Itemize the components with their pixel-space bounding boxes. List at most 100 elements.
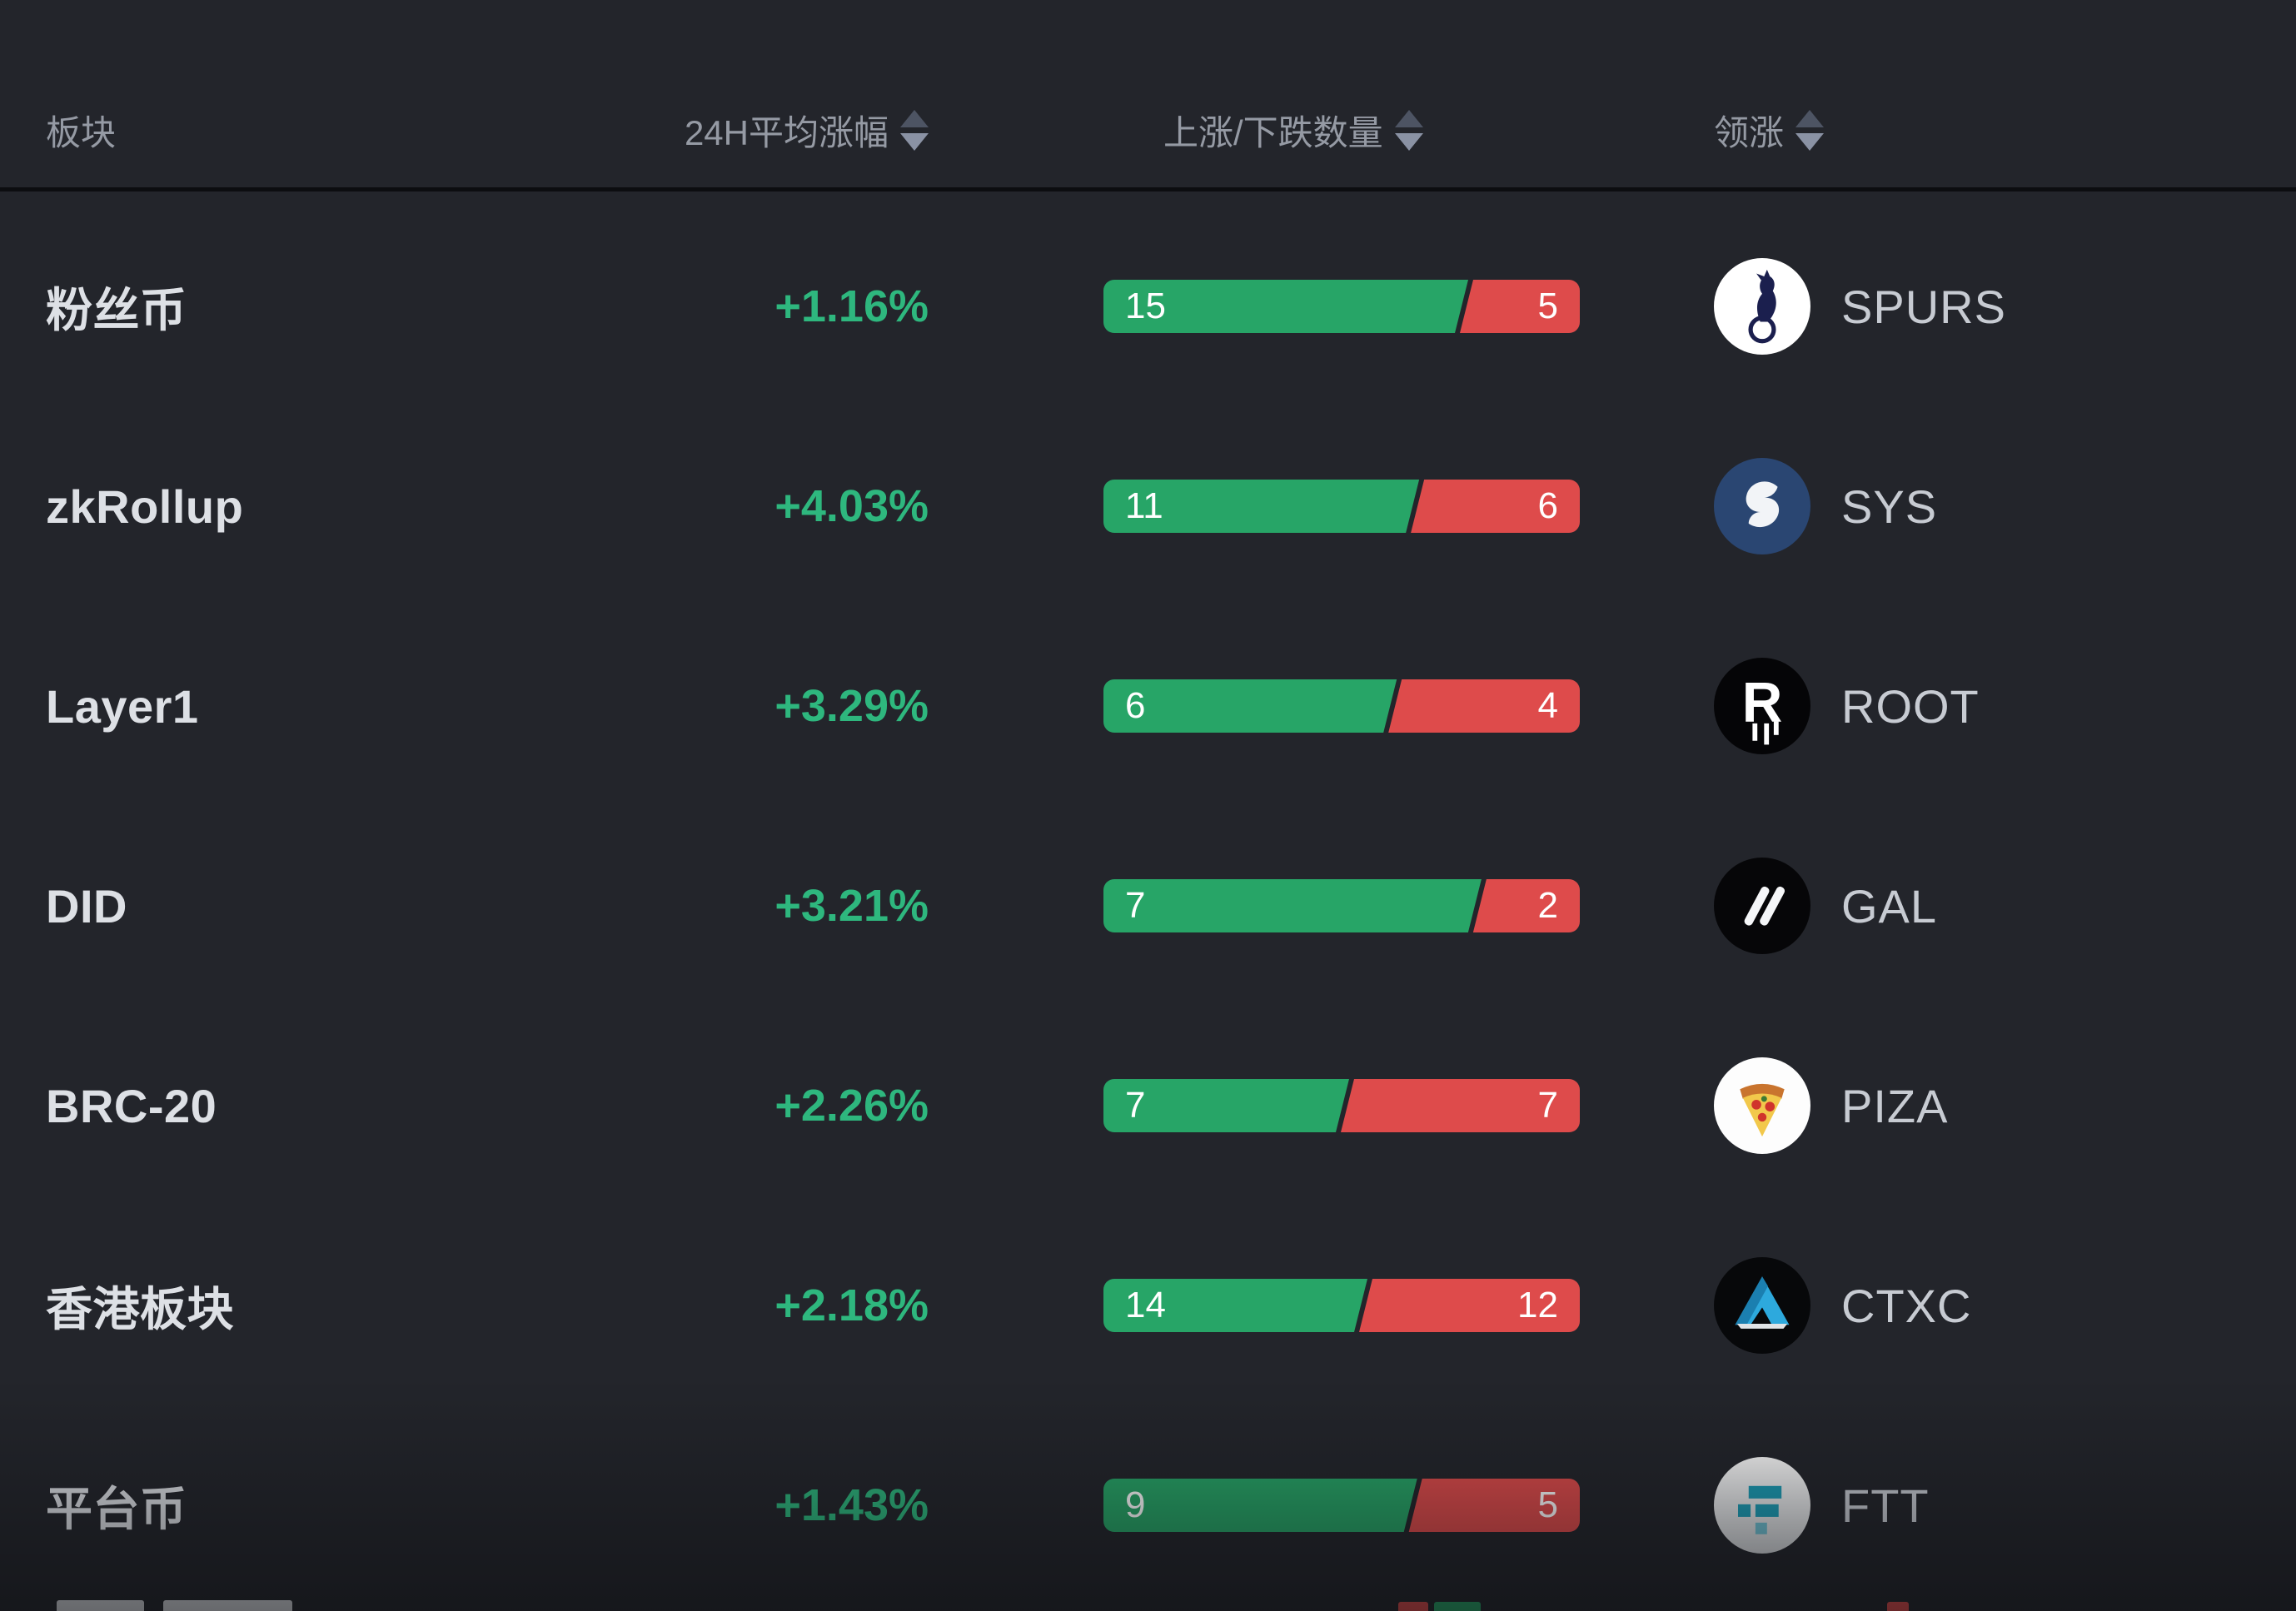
down-bar-segment xyxy=(1341,1079,1580,1132)
sort-arrows-icon xyxy=(900,110,929,151)
table-row-did[interactable]: DID +3.21% 7 2 GAL xyxy=(0,806,2296,1006)
clipped-text-fragment xyxy=(163,1600,292,1611)
up-down-ratio-bar: 7 2 xyxy=(1103,879,1580,932)
cortex-triangle-logo-icon xyxy=(1714,1257,1810,1354)
root-r-logo-icon: R xyxy=(1714,658,1810,754)
column-header-updown-count: 上涨/下跌数量 xyxy=(1103,105,1580,187)
down-count: 5 xyxy=(1537,1484,1558,1525)
down-bar-segment xyxy=(1411,480,1580,533)
up-count: 14 xyxy=(1125,1285,1166,1325)
sort-arrows-icon xyxy=(1394,110,1423,151)
column-header-sector: 板块 xyxy=(46,113,117,152)
down-count: 12 xyxy=(1517,1285,1558,1325)
change-24h-value: +2.26% xyxy=(774,1081,929,1131)
up-bar-segment xyxy=(1103,679,1397,733)
down-bar-segment xyxy=(1359,1279,1580,1332)
change-24h-value: +1.43% xyxy=(774,1480,929,1530)
down-count: 2 xyxy=(1537,885,1558,926)
leader-symbol: SPURS xyxy=(1841,280,2006,333)
sector-name: Layer1 xyxy=(46,679,199,733)
up-bar-segment xyxy=(1103,1079,1349,1132)
leader-symbol: GAL xyxy=(1841,879,1938,932)
column-header-leader-label: 领涨 xyxy=(1714,113,1785,152)
up-down-ratio-bar: 11 6 xyxy=(1103,480,1580,533)
up-count: 9 xyxy=(1125,1484,1146,1525)
up-down-ratio-bar: 6 4 xyxy=(1103,679,1580,733)
sector-name: 香港板块 xyxy=(46,1282,234,1335)
ftx-logo-icon xyxy=(1714,1457,1810,1554)
change-24h-value: +2.18% xyxy=(774,1280,929,1330)
table-body: 粉丝币 +1.16% 15 5 SPURS zkRollup +4. xyxy=(0,206,2296,1605)
column-header-leader: 领涨 xyxy=(1714,105,1825,187)
sort-arrows-icon xyxy=(1795,110,1825,151)
sector-name: 平台币 xyxy=(46,1482,187,1535)
table-header-row: 板块 24H平均涨幅 上涨/下跌数量 领涨 xyxy=(0,0,2296,187)
pizza-slice-logo-icon xyxy=(1714,1057,1810,1154)
clipped-value-fragment xyxy=(1887,1602,1909,1611)
down-bar-segment xyxy=(1460,280,1580,333)
table-row-layer1[interactable]: Layer1 +3.29% 6 4 R ROOT xyxy=(0,606,2296,806)
sort-button-updown-count[interactable]: 上涨/下跌数量 xyxy=(1163,105,1423,156)
leader-cell: GAL xyxy=(1714,858,1937,954)
header-divider xyxy=(0,187,2296,191)
table-row-brc20[interactable]: BRC-20 +2.26% 7 7 PIZA xyxy=(0,1006,2296,1206)
leader-cell: R ROOT xyxy=(1714,658,1980,754)
leader-cell: FTT xyxy=(1714,1457,1930,1554)
leader-symbol: SYS xyxy=(1841,480,1938,533)
clipped-value-fragment xyxy=(1434,1602,1481,1611)
up-bar-segment xyxy=(1103,480,1420,533)
down-bar-segment xyxy=(1472,879,1580,932)
up-down-ratio-bar: 9 5 xyxy=(1103,1479,1580,1532)
change-24h-value: +3.21% xyxy=(774,881,929,931)
table-row-hongkong[interactable]: 香港板块 +2.18% 14 12 CTXC xyxy=(0,1206,2296,1405)
up-count: 6 xyxy=(1125,685,1146,726)
sort-asc-icon xyxy=(1795,110,1825,127)
up-count: 11 xyxy=(1125,485,1163,526)
up-down-ratio-bar: 14 12 xyxy=(1103,1279,1580,1332)
column-header-24h-change: 24H平均涨幅 xyxy=(537,105,929,187)
sort-button-leader[interactable]: 领涨 xyxy=(1714,105,1825,156)
leader-symbol: CTXC xyxy=(1841,1279,1972,1332)
sector-name: zkRollup xyxy=(46,480,244,533)
table-row-zkrollup[interactable]: zkRollup +4.03% 11 6 SYS xyxy=(0,406,2296,606)
sector-name: DID xyxy=(46,879,127,932)
up-count: 15 xyxy=(1125,286,1166,326)
sort-asc-icon xyxy=(900,110,929,127)
down-count: 5 xyxy=(1537,286,1558,326)
table-row-platform-tokens[interactable]: 平台币 +1.43% 9 5 xyxy=(0,1405,2296,1605)
sector-name: 粉丝币 xyxy=(46,283,187,336)
down-bar-segment xyxy=(1388,679,1580,733)
up-bar-segment xyxy=(1103,280,1468,333)
syscoin-logo-icon xyxy=(1714,458,1810,554)
column-header-updown-count-label: 上涨/下跌数量 xyxy=(1163,113,1383,152)
up-count: 7 xyxy=(1125,1085,1146,1126)
leader-cell: CTXC xyxy=(1714,1257,1971,1354)
clipped-text-fragment xyxy=(57,1600,144,1611)
sort-desc-icon xyxy=(1795,133,1825,151)
change-24h-value: +1.16% xyxy=(774,281,929,331)
up-count: 7 xyxy=(1125,885,1146,926)
up-down-ratio-bar: 15 5 xyxy=(1103,280,1580,333)
up-bar-segment xyxy=(1103,879,1482,932)
change-24h-value: +4.03% xyxy=(774,481,929,531)
leader-cell: SYS xyxy=(1714,458,1937,554)
change-24h-value: +3.29% xyxy=(774,681,929,731)
galxe-double-slash-logo-icon xyxy=(1714,858,1810,954)
leader-symbol: PIZA xyxy=(1841,1079,1949,1132)
leader-symbol: ROOT xyxy=(1841,679,1980,733)
up-down-ratio-bar: 7 7 xyxy=(1103,1079,1580,1132)
tottenham-spurs-logo-icon xyxy=(1714,258,1810,355)
down-count: 4 xyxy=(1537,685,1558,726)
table-row-fan-tokens[interactable]: 粉丝币 +1.16% 15 5 SPURS xyxy=(0,206,2296,406)
leader-symbol: FTT xyxy=(1841,1479,1930,1532)
down-count: 6 xyxy=(1537,485,1558,526)
sort-desc-icon xyxy=(900,133,929,151)
leader-cell: PIZA xyxy=(1714,1057,1948,1154)
sort-asc-icon xyxy=(1394,110,1423,127)
column-header-24h-change-label: 24H平均涨幅 xyxy=(684,113,889,152)
up-bar-segment xyxy=(1103,1279,1367,1332)
sort-desc-icon xyxy=(1394,133,1423,151)
sort-button-24h-change[interactable]: 24H平均涨幅 xyxy=(685,105,929,156)
clipped-value-fragment xyxy=(1398,1602,1428,1611)
